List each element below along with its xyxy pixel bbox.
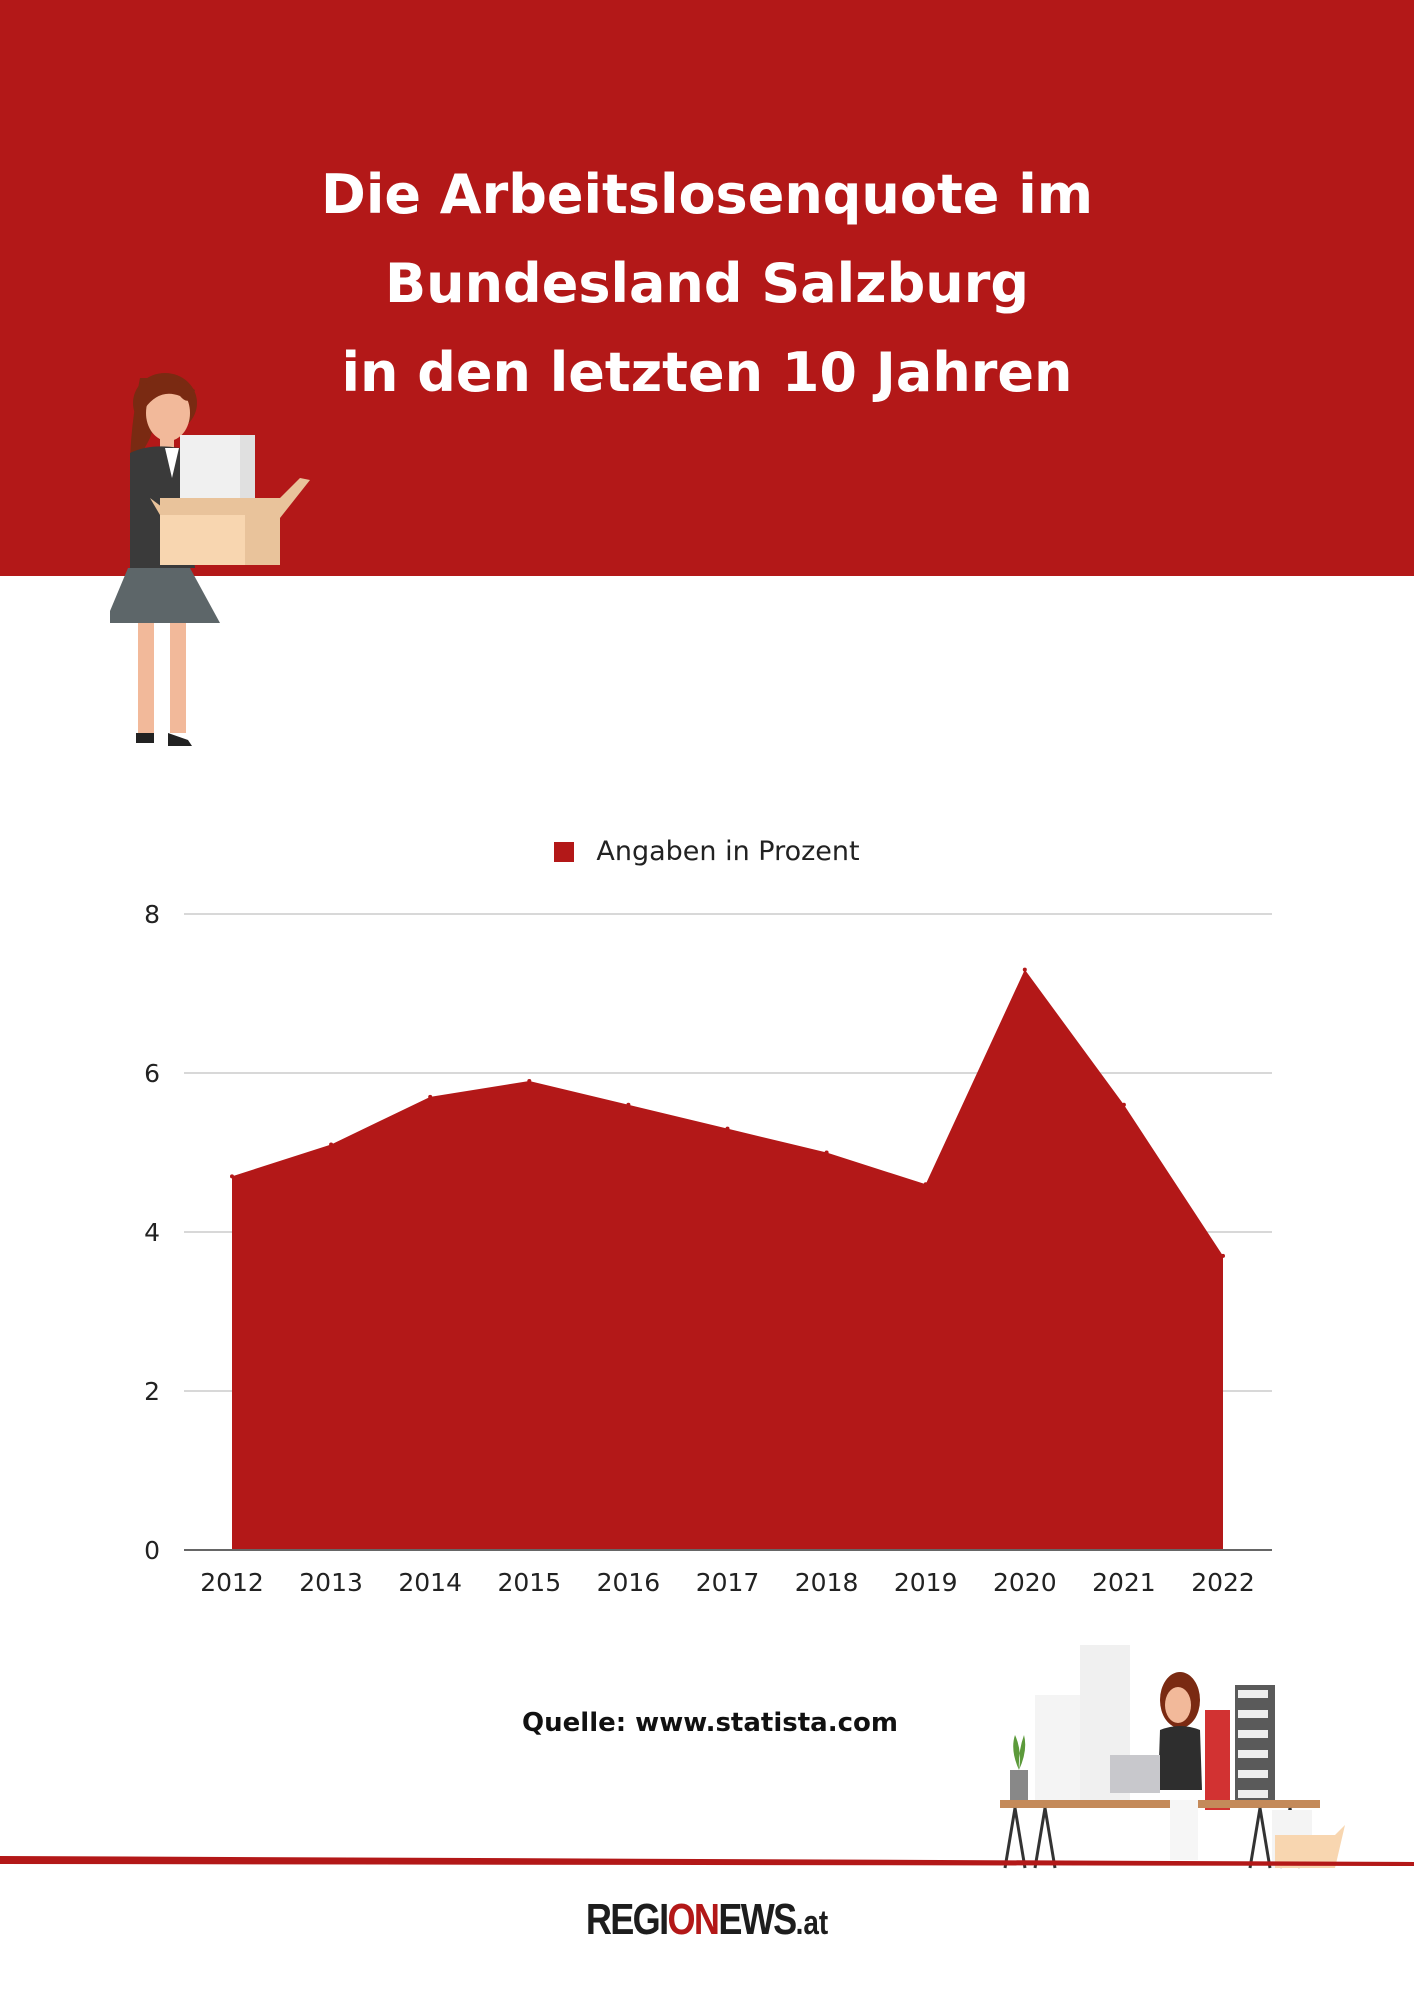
data-point — [428, 1094, 433, 1099]
x-tick-label: 2020 — [993, 1568, 1057, 1597]
x-tick-label: 2013 — [299, 1568, 363, 1597]
data-point — [1221, 1253, 1225, 1258]
y-tick-label: 4 — [144, 1218, 160, 1247]
legend-swatch — [554, 842, 575, 862]
page-title: Die Arbeitslosenquote im Bundesland Salz… — [0, 150, 1414, 417]
data-point — [1121, 1102, 1126, 1107]
data-point — [725, 1126, 730, 1131]
data-point — [230, 1174, 234, 1179]
data-point — [923, 1182, 928, 1187]
x-tick-label: 2018 — [795, 1568, 859, 1597]
y-tick-label: 0 — [144, 1536, 160, 1565]
footer-divider — [0, 1856, 1414, 1866]
title-line-1: Die Arbeitslosenquote im — [321, 163, 1093, 226]
x-tick-label: 2021 — [1092, 1568, 1156, 1597]
x-tick-label: 2019 — [894, 1568, 958, 1597]
woman-at-desk-illustration — [1000, 1645, 1345, 1869]
legend-label: Angaben in Prozent — [596, 836, 860, 867]
x-tick-label: 2012 — [200, 1568, 264, 1597]
x-tick-label: 2017 — [696, 1568, 760, 1597]
data-point — [824, 1150, 829, 1155]
y-tick-label: 2 — [144, 1377, 160, 1406]
logo-part-at: .at — [795, 1904, 829, 1942]
logo-part-ews: EWS — [718, 1895, 797, 1944]
x-tick-label: 2022 — [1191, 1568, 1255, 1597]
logo-part-on: ON — [667, 1895, 719, 1944]
area-chart: 0 2 4 6 8 2012 2013 2014 2015 2016 2017 2018 2019 202… — [144, 900, 1272, 1597]
area-series — [232, 969, 1223, 1550]
title-line-2: Bundesland Salzburg — [385, 252, 1029, 315]
data-point — [626, 1102, 631, 1107]
x-tick-label: 2016 — [597, 1568, 661, 1597]
logo-part-regi: REGI — [585, 1895, 669, 1944]
x-tick-label: 2014 — [398, 1568, 462, 1597]
woman-with-box-illustration — [110, 373, 310, 746]
y-tick-label: 8 — [144, 900, 160, 929]
y-tick-label: 6 — [144, 1059, 160, 1088]
source-note: Quelle: www.statista.com — [522, 1708, 898, 1738]
data-point — [1022, 967, 1027, 972]
regionews-logo: REGIONEWS.at — [127, 1895, 1286, 1945]
data-point — [527, 1078, 532, 1083]
data-point — [329, 1142, 334, 1147]
chart-legend: Angaben in Prozent — [0, 836, 1414, 867]
title-line-3: in den letzten 10 Jahren — [341, 341, 1073, 404]
x-tick-label: 2015 — [497, 1568, 561, 1597]
